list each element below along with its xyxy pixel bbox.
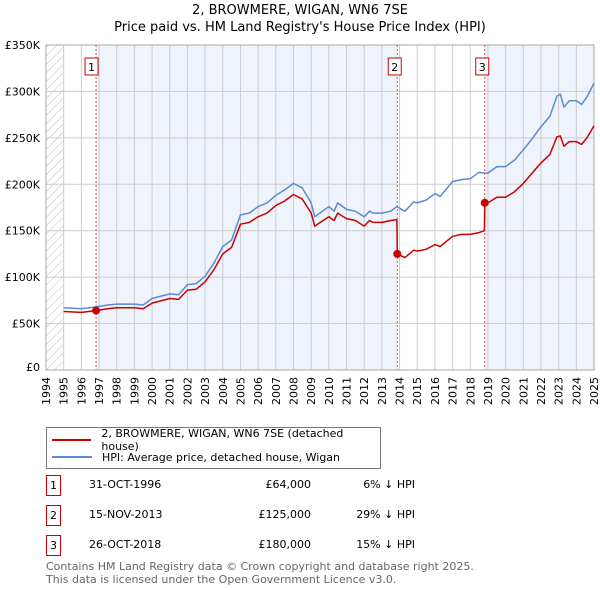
- sale-label: 1: [88, 61, 95, 74]
- x-tick-label: 1994: [40, 377, 53, 405]
- x-tick-label: 2016: [429, 377, 442, 405]
- footer-copyright: Contains HM Land Registry data © Crown c…: [46, 560, 474, 573]
- transaction-row: 3 26-OCT-2018 £180,000 15% ↓ HPI: [46, 535, 446, 556]
- x-tick-label: 2023: [553, 377, 566, 405]
- legend-label: HPI: Average price, detached house, Wiga…: [102, 450, 341, 464]
- transaction-date: 26-OCT-2018: [89, 538, 162, 551]
- x-tick-label: 2021: [517, 377, 530, 405]
- legend-label: 2, BROWMERE, WIGAN, WN6 7SE (detached ho…: [101, 427, 344, 453]
- legend-swatch-blue: [52, 456, 92, 458]
- x-tick-label: 2022: [535, 377, 548, 405]
- x-tick-label: 2010: [323, 377, 336, 405]
- sale-point: [393, 249, 402, 258]
- x-tick-label: 2000: [146, 377, 159, 405]
- x-tick-label: 2006: [252, 377, 265, 405]
- x-tick-label: 2009: [305, 377, 318, 405]
- transaction-row: 1 31-OCT-1996 £64,000 6% ↓ HPI: [46, 475, 446, 496]
- y-tick-label: £300K: [5, 85, 41, 98]
- y-tick-label: £150K: [5, 225, 41, 238]
- y-tick-label: £50K: [12, 318, 41, 331]
- x-tick-label: 2008: [287, 377, 300, 405]
- x-tick-label: 2015: [411, 377, 424, 405]
- x-tick-label: 2025: [588, 377, 600, 405]
- legend-item-hpi: HPI: Average price, detached house, Wiga…: [47, 449, 340, 465]
- plot-border: [45, 44, 595, 371]
- legend-item-property: 2, BROWMERE, WIGAN, WN6 7SE (detached ho…: [47, 427, 380, 453]
- x-tick-label: 2013: [376, 377, 389, 405]
- x-tick-label: 2019: [482, 377, 495, 405]
- sale-point: [92, 306, 101, 315]
- pre-data-hatch: [46, 45, 64, 370]
- x-tick-label: 1999: [128, 377, 141, 405]
- x-tick-label: 2024: [570, 377, 583, 405]
- price-paid-line: [63, 125, 595, 314]
- transaction-hpi-diff: 29% ↓ HPI: [356, 508, 415, 521]
- x-tick-label: 1998: [111, 377, 124, 405]
- x-tick-label: 2007: [270, 377, 283, 405]
- x-tick-label: 2012: [358, 377, 371, 405]
- x-tick-label: 1995: [58, 377, 71, 405]
- transaction-hpi-diff: 15% ↓ HPI: [356, 538, 415, 551]
- sale-label: 3: [479, 61, 486, 74]
- transaction-number: 1: [46, 475, 61, 496]
- transaction-price: £64,000: [265, 478, 312, 491]
- x-tick-label: 2017: [447, 377, 460, 405]
- hpi-line: [63, 82, 595, 310]
- x-tick-label: 2014: [394, 377, 407, 405]
- x-tick-label: 2003: [199, 377, 212, 405]
- y-tick-label: £0: [26, 361, 40, 374]
- y-tick-label: £350K: [5, 39, 41, 52]
- transaction-row: 2 15-NOV-2013 £125,000 29% ↓ HPI: [46, 505, 446, 526]
- chart-legend: 2, BROWMERE, WIGAN, WN6 7SE (detached ho…: [46, 427, 381, 469]
- x-tick-label: 2020: [500, 377, 513, 405]
- ownership-shade: [484, 45, 594, 370]
- sale-label-box: [475, 57, 490, 76]
- x-tick-label: 2002: [181, 377, 194, 405]
- y-tick-label: £250K: [5, 132, 41, 145]
- transaction-number: 2: [46, 505, 61, 526]
- sale-label-box: [84, 57, 99, 76]
- chart-title: 2, BROWMERE, WIGAN, WN6 7SE: [192, 3, 408, 18]
- transaction-price: £180,000: [258, 538, 312, 551]
- chart-subtitle: Price paid vs. HM Land Registry's House …: [114, 20, 486, 35]
- sale-label-box: [387, 57, 402, 76]
- x-tick-label: 1997: [93, 377, 106, 405]
- x-tick-label: 2004: [217, 377, 230, 405]
- sale-point: [480, 198, 489, 207]
- legend-swatch-red: [52, 439, 92, 441]
- sale-label: 2: [391, 61, 398, 74]
- transaction-date: 31-OCT-1996: [89, 478, 162, 491]
- x-tick-label: 2001: [164, 377, 177, 405]
- transaction-hpi-diff: 6% ↓ HPI: [363, 478, 415, 491]
- x-tick-label: 2005: [234, 377, 247, 405]
- y-tick-label: £200K: [5, 178, 41, 191]
- footer-licence: This data is licensed under the Open Gov…: [46, 573, 397, 586]
- x-tick-label: 2011: [341, 377, 354, 405]
- transaction-price: £125,000: [258, 508, 312, 521]
- transaction-number: 3: [46, 535, 61, 556]
- x-tick-label: 1996: [75, 377, 88, 405]
- ownership-shade: [96, 45, 398, 370]
- y-tick-label: £100K: [5, 271, 41, 284]
- transaction-date: 15-NOV-2013: [89, 508, 163, 521]
- price-chart: 1 2 3 1994 1995 1996 1997 1998 1999 2000 2001 2002 2…: [5, 39, 600, 405]
- x-tick-label: 2018: [464, 377, 477, 405]
